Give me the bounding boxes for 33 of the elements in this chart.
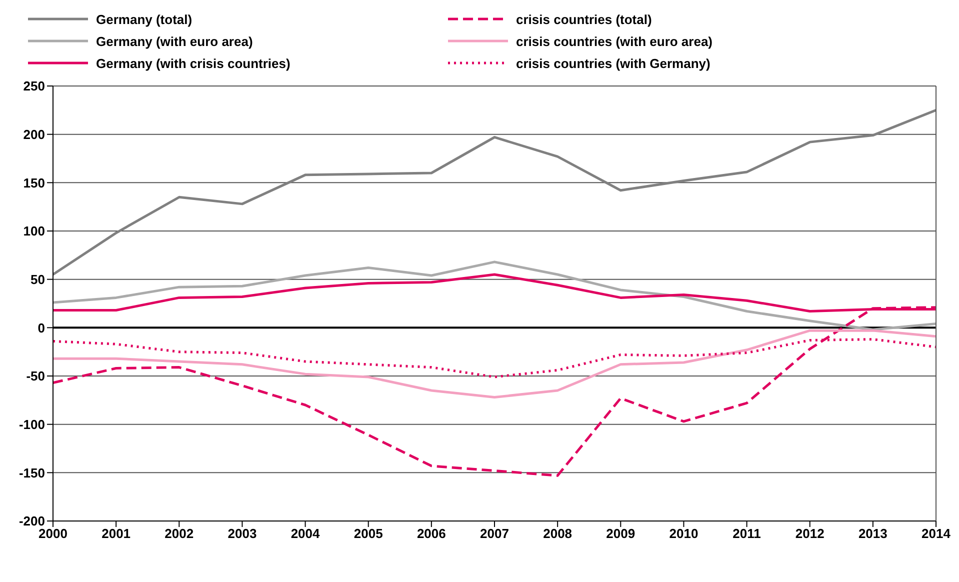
x-tick-label: 2003: [228, 526, 257, 542]
y-tick-label: -50: [26, 368, 45, 384]
y-tick-label: 250: [23, 78, 45, 94]
legend-label: Germany (total): [96, 12, 192, 26]
line-series: [53, 329, 936, 399]
x-tick-label: 2014: [922, 526, 952, 542]
legend-label: crisis countries (with Germany): [516, 56, 710, 70]
y-tick-label: 0: [38, 320, 45, 336]
y-tick-label: -150: [18, 465, 45, 480]
legend-label: Germany (with euro area): [96, 34, 253, 48]
legend-label: Germany (with crisis countries): [96, 56, 290, 70]
x-tick-label: 2002: [164, 526, 194, 542]
y-tick-label: 50: [30, 272, 45, 287]
legend-label: crisis countries (total): [516, 12, 652, 26]
legend-label: crisis countries (with euro area): [516, 34, 713, 48]
x-tick-label: 2007: [480, 526, 509, 542]
x-tick-label: 2011: [732, 526, 761, 542]
x-tick-label: 2001: [102, 526, 131, 542]
x-tick-label: 2013: [858, 526, 888, 542]
y-tick-label: 150: [23, 175, 45, 190]
y-tick-label: 200: [23, 126, 45, 142]
y-tick-label: -200: [18, 514, 45, 529]
x-tick-label: 2005: [354, 526, 383, 542]
y-tick-label: 100: [23, 224, 45, 239]
x-tick-label: 2006: [416, 526, 446, 542]
x-tick-label: 2012: [795, 526, 824, 542]
y-tick-label: -100: [18, 416, 45, 432]
x-tick-label: 2004: [290, 526, 321, 542]
x-tick-label: 2010: [669, 526, 698, 542]
x-tick-label: 2000: [38, 526, 68, 542]
x-tick-label: 2008: [543, 526, 572, 542]
line-series: [53, 108, 936, 276]
x-tick-label: 2009: [606, 526, 636, 542]
